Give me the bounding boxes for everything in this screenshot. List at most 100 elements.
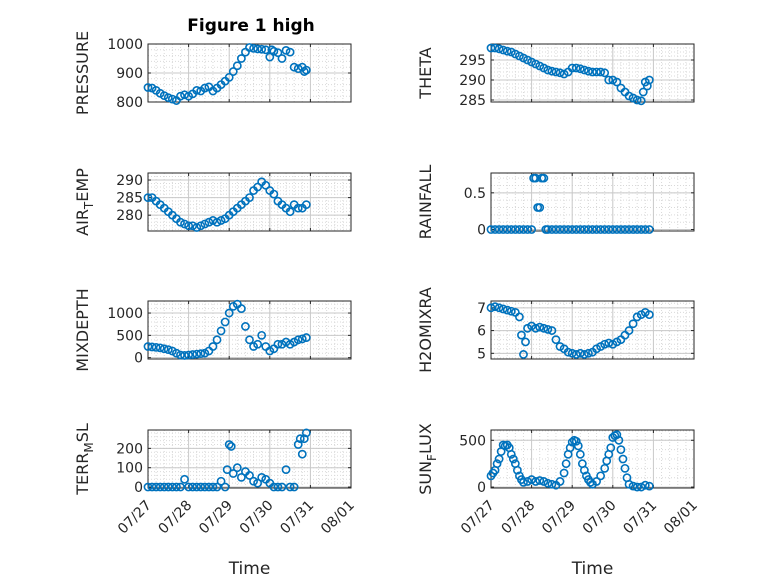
x-tick-label: 07/28 — [499, 498, 539, 538]
data-point — [277, 482, 287, 492]
y-axis-label: H2OMIXRA — [416, 287, 435, 373]
data-point — [285, 482, 295, 492]
data-point — [559, 468, 569, 478]
data-point — [555, 68, 565, 78]
y-tick-label: 500 — [116, 328, 143, 344]
data-point — [588, 225, 597, 234]
panel-sun_flux: 0 500 07/27 07/28 07/29 07/30 07/31 08/01 SUNFLU… — [416, 423, 701, 579]
x-tick-label: 07/31 — [620, 498, 660, 538]
data-point — [543, 225, 553, 234]
data-point — [506, 306, 516, 316]
data-point — [236, 54, 246, 63]
data-point — [220, 317, 230, 327]
x-tick-label: 08/01 — [318, 498, 358, 538]
y-axis-label: PRESSURE — [73, 31, 92, 115]
data-point — [575, 449, 585, 459]
data-point — [200, 219, 210, 229]
y-tick-label: 1000 — [107, 37, 143, 53]
data-point — [600, 68, 610, 78]
data-point — [636, 96, 646, 106]
data-point — [640, 480, 650, 490]
data-point — [638, 87, 648, 97]
data-point — [212, 482, 222, 492]
data-point — [644, 75, 654, 85]
y-tick-label: 200 — [116, 441, 143, 457]
data-point — [204, 217, 214, 227]
data-point — [224, 308, 234, 318]
data-point — [527, 475, 536, 484]
data-point — [618, 454, 628, 464]
data-point — [289, 62, 299, 72]
axes-background — [491, 173, 694, 231]
data-point — [517, 330, 526, 340]
data-point — [253, 339, 263, 349]
data-point — [567, 437, 577, 447]
data-point — [232, 463, 242, 473]
data-point — [579, 350, 589, 359]
y-tick-label: 7 — [477, 301, 486, 317]
axes-box — [490, 300, 695, 360]
data-point — [180, 351, 189, 360]
data-point — [612, 430, 622, 440]
data-point — [498, 45, 508, 55]
data-point — [490, 302, 500, 312]
data-point — [143, 482, 153, 492]
data-point — [592, 67, 601, 77]
data-point — [547, 66, 557, 76]
data-point — [163, 93, 173, 103]
data-point — [579, 65, 589, 75]
data-point — [573, 441, 583, 451]
data-point — [196, 482, 206, 492]
data-point — [531, 173, 541, 183]
data-point — [301, 65, 311, 75]
data-point — [297, 334, 307, 344]
data-point — [184, 221, 193, 231]
y-tick-label: 0 — [477, 480, 486, 496]
data-point — [257, 44, 267, 54]
data-point — [543, 325, 553, 334]
data-point — [163, 482, 173, 492]
data-point — [535, 203, 545, 212]
data-point — [584, 225, 593, 234]
data-point — [232, 61, 242, 71]
x-axis-label: Time — [228, 559, 271, 579]
y-tick-label: 285 — [459, 93, 486, 109]
data-point — [297, 449, 307, 459]
data-point — [567, 348, 577, 358]
data-point — [547, 479, 557, 489]
data-point — [596, 67, 606, 77]
data-point — [571, 436, 581, 446]
data-point — [555, 477, 565, 486]
data-point — [600, 339, 610, 349]
axes-background — [148, 301, 351, 359]
data-point — [624, 225, 634, 234]
data-point — [508, 454, 518, 464]
data-point — [159, 482, 169, 492]
data-point — [289, 482, 299, 492]
data-point — [586, 477, 595, 487]
data-point — [579, 465, 589, 475]
data-point — [285, 207, 295, 217]
panel-mixdepth: 0 500 1000 MIXDEPTH — [73, 288, 352, 372]
y-tick-label: 900 — [116, 66, 143, 82]
data-point — [620, 225, 630, 234]
data-point — [228, 67, 238, 76]
data-point — [584, 66, 593, 76]
data-point — [212, 217, 222, 227]
data-point — [301, 428, 311, 438]
data-point — [273, 48, 283, 58]
data-point — [632, 225, 642, 234]
data-point — [584, 348, 593, 358]
data-point — [571, 350, 581, 359]
axes-box — [490, 43, 695, 103]
data-point — [192, 349, 202, 359]
data-point — [614, 435, 624, 445]
panel-terr_msl: 0 100 200 07/27 07/28 07/29 07/30 07/31 08/01 TER… — [73, 423, 358, 579]
y-axis-label: TERRMSL — [73, 423, 96, 496]
data-point — [249, 43, 258, 53]
data-point — [222, 465, 232, 475]
data-point — [494, 225, 504, 234]
y-axis-label: SUNFLUX — [416, 423, 439, 495]
data-point — [486, 303, 496, 313]
data-point — [604, 225, 614, 234]
